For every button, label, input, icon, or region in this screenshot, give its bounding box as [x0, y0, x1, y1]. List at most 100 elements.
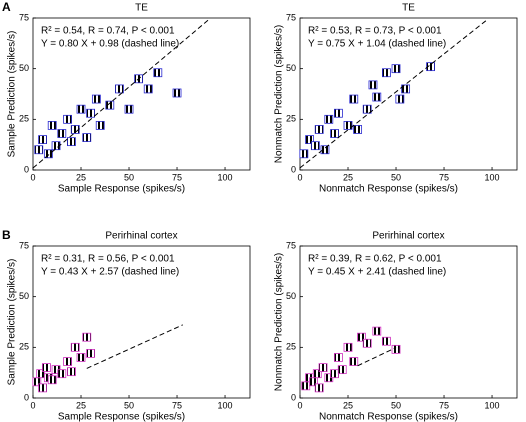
y-tick-label: 0: [24, 392, 29, 402]
point: [115, 84, 124, 94]
point: [63, 357, 72, 366]
x-axis-label: Nonmatch Response (spikes/s): [319, 184, 458, 195]
x-tick-label: 25: [76, 400, 86, 410]
point: [143, 84, 153, 94]
point: [310, 141, 320, 151]
x-tick-label: 0: [297, 400, 302, 410]
point: [86, 349, 96, 358]
annotation: Y = 0.80 X + 0.98 (dashed line): [41, 39, 179, 50]
point: [305, 135, 315, 145]
point: [320, 145, 330, 155]
y-tick-label: 75: [19, 240, 29, 250]
y-tick-label: 75: [19, 12, 29, 22]
x-axis-label: Sample Response (spikes/s): [58, 184, 185, 195]
point: [124, 104, 134, 114]
point: [314, 383, 324, 393]
x-tick-label: 100: [485, 400, 500, 410]
point: [299, 149, 309, 159]
point: [426, 62, 435, 72]
point: [362, 104, 372, 114]
point: [318, 363, 328, 373]
x-tick-label: 0: [30, 400, 35, 410]
point: [337, 365, 347, 375]
point: [349, 357, 359, 366]
x-tick-label: 50: [124, 400, 134, 410]
y-tick-label: 25: [19, 342, 29, 352]
y-axis-label: Nonmatch Prediction (spikes/s): [274, 253, 285, 391]
x-tick-label: 100: [485, 172, 500, 182]
point: [334, 108, 343, 118]
x-tick-label: 0: [30, 172, 35, 182]
point: [343, 121, 353, 130]
x-tick-label: 50: [124, 172, 134, 182]
point: [343, 342, 353, 352]
fit-line: [357, 347, 397, 367]
point: [382, 336, 391, 346]
x-tick-label: 75: [172, 400, 182, 410]
annotation: Y = 0.43 X + 2.57 (dashed line): [41, 267, 179, 278]
chart-title: TE: [135, 3, 148, 14]
y-axis-label: Sample Prediction (spikes/s): [7, 31, 18, 158]
annotation: R² = 0.31, R = 0.56, P < 0.001: [41, 254, 175, 265]
point: [312, 369, 322, 379]
annotation: R² = 0.53, R = 0.73, P < 0.001: [308, 26, 442, 37]
x-tick-label: 100: [218, 400, 233, 410]
point: [362, 338, 372, 348]
point: [334, 353, 343, 362]
x-tick-label: 25: [76, 172, 86, 182]
point: [301, 381, 311, 391]
panel-label: B: [2, 228, 11, 242]
point: [63, 114, 72, 124]
point: [391, 344, 401, 354]
plot-frame: [299, 245, 518, 399]
point: [105, 100, 115, 110]
point: [47, 375, 57, 385]
point: [395, 94, 405, 104]
point: [172, 88, 182, 98]
y-tick-label: 75: [286, 240, 296, 250]
point: [91, 94, 101, 104]
x-tick-label: 75: [172, 172, 182, 182]
fit-line: [299, 18, 489, 169]
point: [42, 363, 51, 373]
y-tick-label: 0: [291, 164, 296, 174]
point: [47, 121, 57, 130]
y-tick-label: 75: [286, 12, 296, 22]
point: [76, 104, 86, 114]
point: [34, 145, 44, 155]
point: [324, 114, 334, 124]
point: [82, 133, 92, 142]
x-axis-label: Sample Response (spikes/s): [58, 412, 185, 422]
x-tick-label: 50: [391, 400, 401, 410]
point: [357, 332, 366, 342]
point: [330, 129, 339, 138]
x-tick-label: 75: [439, 172, 449, 182]
annotation: Y = 0.75 X + 1.04 (dashed line): [308, 39, 446, 50]
x-axis-label: Nonmatch Response (spikes/s): [319, 412, 458, 422]
point: [76, 353, 86, 362]
annotation: R² = 0.39, R = 0.62, P < 0.001: [308, 254, 442, 265]
point: [382, 68, 391, 78]
y-tick-label: 0: [24, 164, 29, 174]
y-tick-label: 25: [19, 114, 29, 124]
x-tick-label: 25: [343, 400, 353, 410]
point: [86, 108, 96, 118]
point: [314, 125, 324, 134]
y-tick-label: 50: [19, 291, 29, 301]
point: [95, 121, 105, 130]
annotation: R² = 0.54, R = 0.74, P < 0.001: [41, 26, 175, 37]
y-tick-label: 50: [286, 291, 296, 301]
x-tick-label: 25: [343, 172, 353, 182]
panel-label: A: [2, 0, 11, 14]
annotation: Y = 0.45 X + 2.41 (dashed line): [308, 267, 446, 278]
plot-frame: [32, 245, 251, 399]
chart-title: TE: [402, 3, 415, 14]
y-tick-label: 25: [286, 114, 296, 124]
fit-line: [86, 324, 183, 369]
point: [372, 326, 382, 336]
point: [57, 369, 67, 379]
point: [67, 367, 76, 377]
y-tick-label: 25: [286, 342, 296, 352]
point: [43, 149, 53, 159]
point: [38, 135, 48, 145]
